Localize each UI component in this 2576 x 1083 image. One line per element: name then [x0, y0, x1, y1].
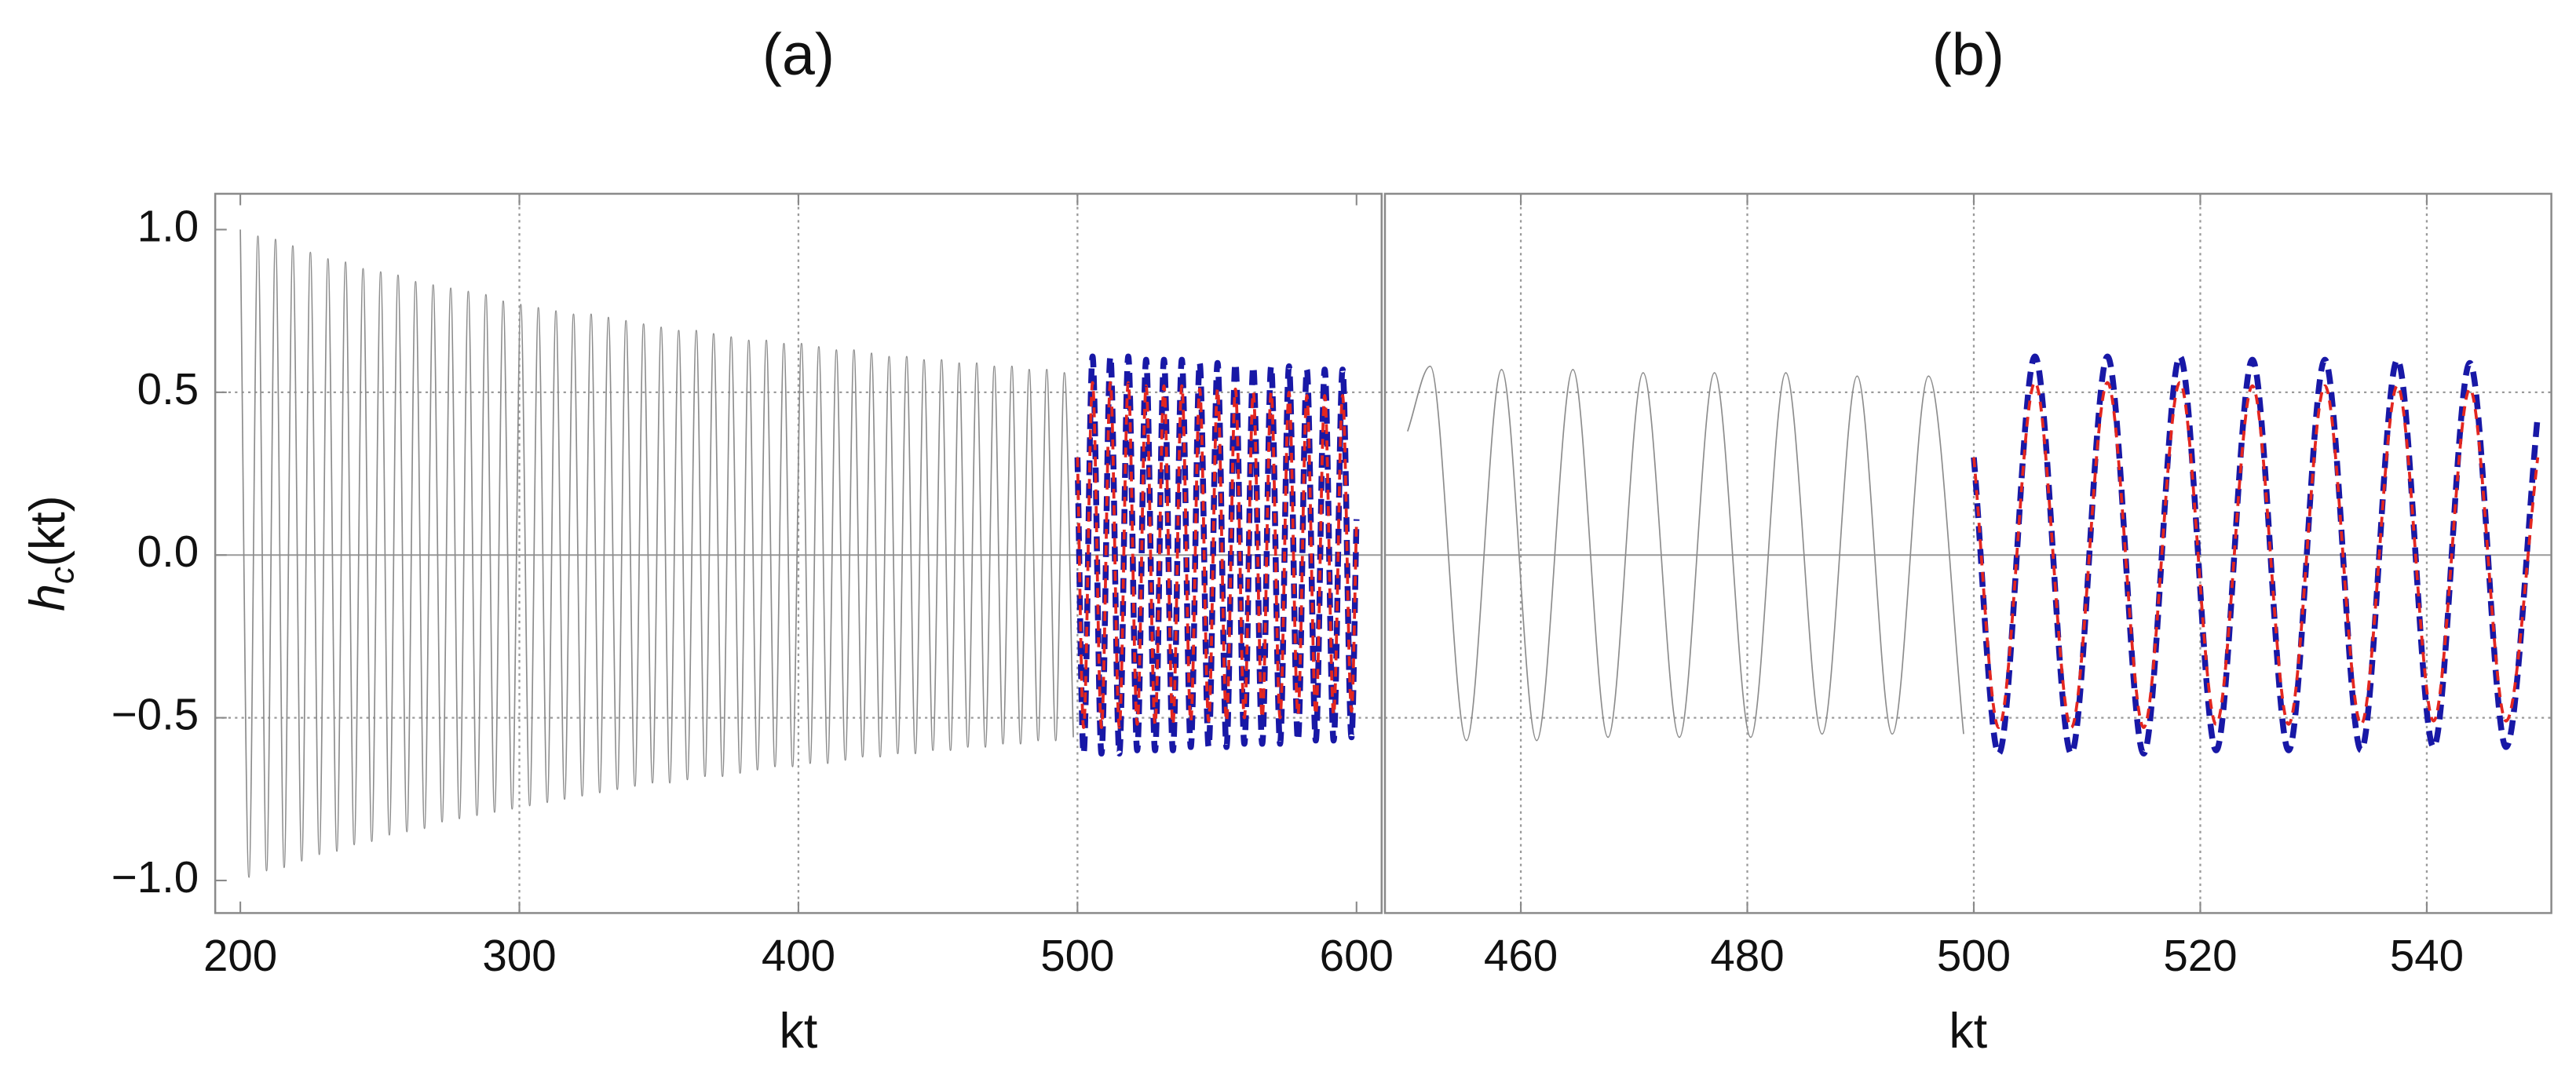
panel-title: (b)	[1932, 21, 2004, 87]
y-tick-label: −0.5	[111, 690, 199, 739]
data-line	[1972, 381, 2540, 729]
x-axis-label: kt	[780, 1004, 818, 1059]
y-tick-label: 0.5	[137, 364, 199, 414]
data-line	[1971, 353, 2541, 757]
x-tick-label: 540	[2390, 931, 2464, 980]
plot-area	[1407, 353, 2541, 757]
data-line	[239, 229, 1074, 878]
x-tick-label: 500	[1040, 931, 1114, 980]
panel-title: (a)	[762, 21, 835, 87]
y-tick-label: 1.0	[137, 201, 199, 250]
data-line	[1074, 353, 1360, 757]
y-axis-label-part: c	[42, 567, 81, 584]
plot-area	[239, 229, 1360, 878]
y-axis-label-part: (kt)	[20, 495, 75, 567]
data-line	[1076, 381, 1358, 729]
x-tick-label: 500	[1937, 931, 2011, 980]
x-tick-label: 400	[762, 931, 835, 980]
y-tick-label: −1.0	[111, 852, 199, 902]
x-tick-label: 520	[2163, 931, 2237, 980]
data-line	[1407, 365, 1964, 742]
y-axis-label-part: h	[20, 584, 75, 611]
plot-frame	[1383, 192, 2552, 914]
x-tick-label: 480	[1710, 931, 1784, 980]
y-axis-label: hc(kt)	[20, 495, 81, 611]
x-axis-label: kt	[1949, 1004, 1987, 1059]
x-tick-label: 200	[203, 931, 277, 980]
x-tick-label: 600	[1320, 931, 1394, 980]
x-tick-label: 460	[1484, 931, 1558, 980]
y-tick-label: 0.0	[137, 527, 199, 576]
x-tick-label: 300	[482, 931, 556, 980]
